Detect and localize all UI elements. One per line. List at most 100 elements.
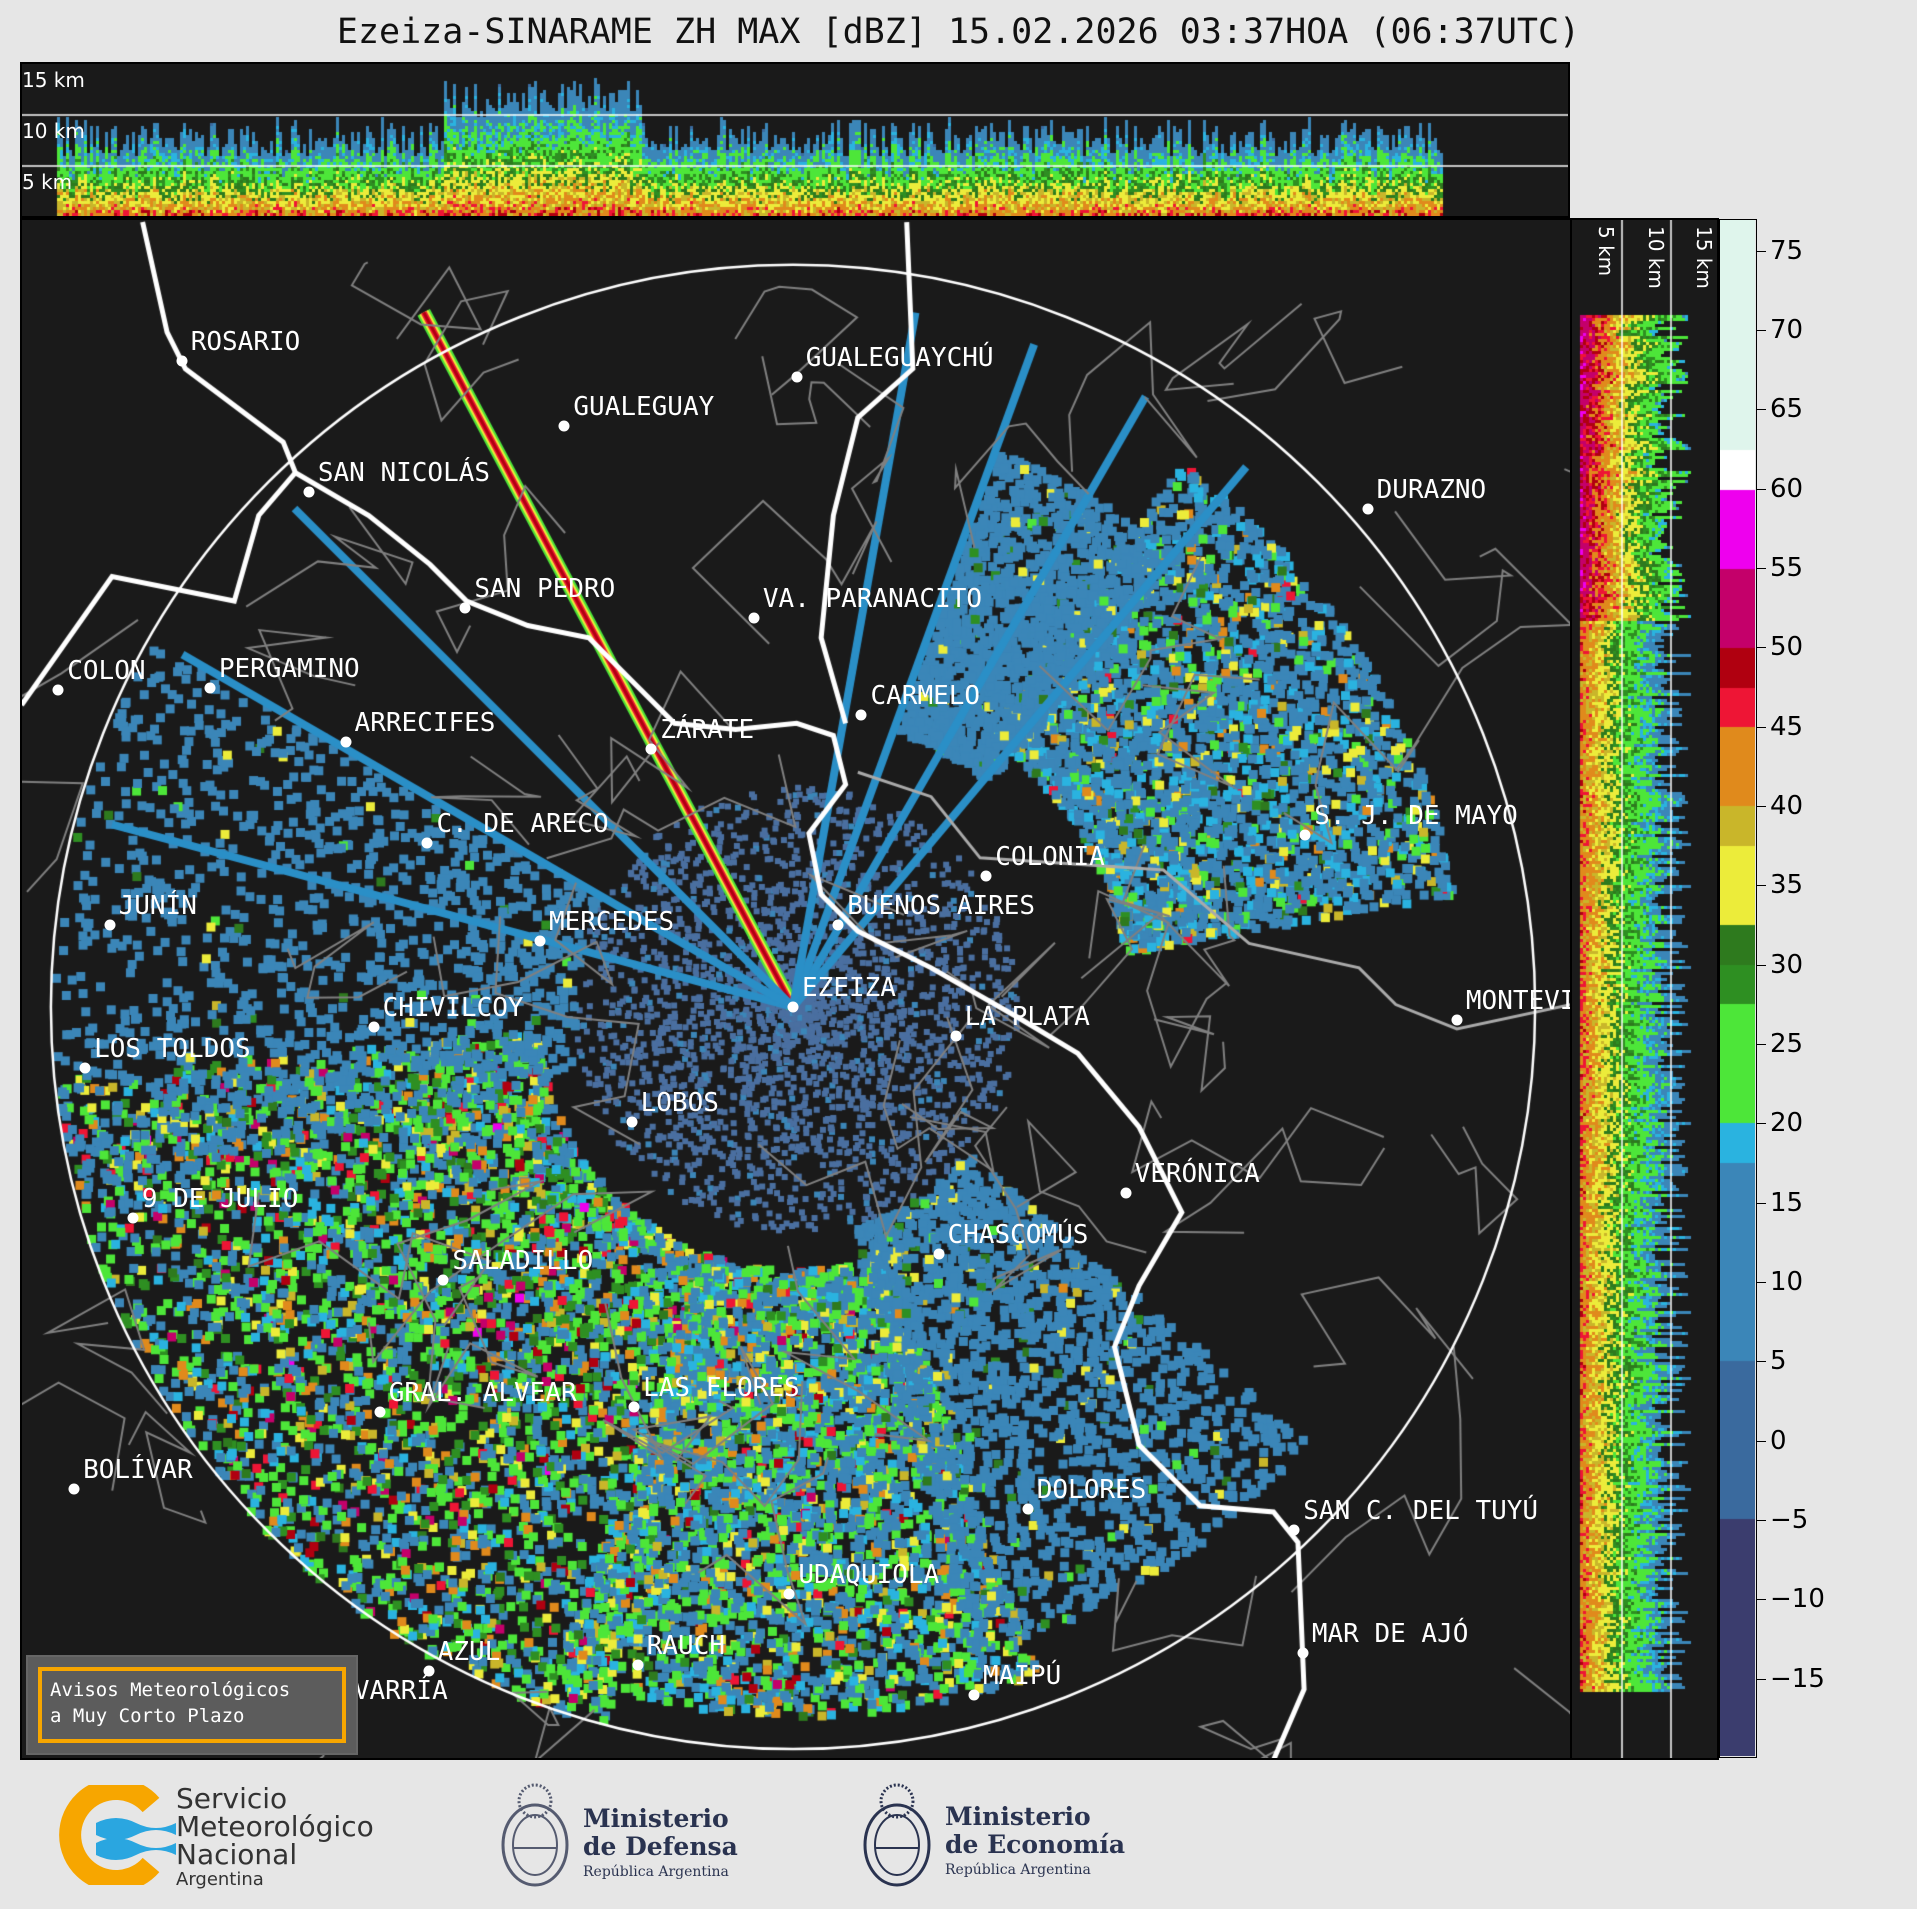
radar-reflectivity-map[interactable]: [22, 220, 1570, 1758]
height-label-5km: 5 km: [1594, 226, 1618, 277]
right-cross-section-panel: 5 km 10 km 15 km: [1570, 218, 1719, 1760]
city-label: LOBOS: [640, 1087, 719, 1118]
coat-of-arms-icon: [863, 1783, 931, 1887]
city-label: CHASCOMÚS: [947, 1219, 1089, 1250]
colorbar-tick: [1757, 1361, 1766, 1363]
colorbar-gradient: [1720, 220, 1755, 1756]
city-label: SAN PEDRO: [474, 574, 616, 605]
city-marker: [374, 1406, 386, 1418]
colorbar-tick-label: 20: [1770, 1108, 1804, 1139]
city-marker: [368, 1021, 380, 1033]
city-marker: [423, 1665, 435, 1677]
city-label: DURAZNO: [1376, 475, 1487, 506]
smn-text-3: Nacional: [176, 1838, 298, 1871]
city-marker: [1299, 829, 1311, 841]
colorbar-tick: [1757, 647, 1766, 649]
city-marker: [558, 420, 570, 432]
smn-text-1: Servicio: [176, 1782, 288, 1815]
city-label: LOS TOLDOS: [94, 1034, 251, 1065]
city-marker: [980, 870, 992, 882]
colorbar-tick-label: 55: [1770, 553, 1804, 584]
city-label: SALADILLO: [452, 1245, 594, 1276]
colorbar-tick: [1757, 1123, 1766, 1125]
city-label: MONTEVIDEO: [1465, 986, 1570, 1017]
city-label: ARRECIFES: [354, 707, 496, 738]
colorbar-tick-label: −5: [1770, 1505, 1809, 1535]
city-label: LAS FLORES: [643, 1372, 800, 1403]
city-label: SAN NICOLÁS: [317, 458, 491, 489]
colorbar-tick-label: −10: [1770, 1584, 1825, 1615]
colorbar-tick-label: 5: [1770, 1346, 1787, 1377]
colorbar-tick: [1757, 726, 1766, 728]
ministerio-economia-logo: Ministerio de Economía República Argenti…: [857, 1773, 1137, 1903]
city-label: S. J. DE MAYO: [1314, 800, 1518, 831]
city-label: CARMELO: [870, 680, 981, 711]
colorbar-tick: [1757, 885, 1766, 887]
chart-title: Ezeiza-SINARAME ZH MAX [dBZ] 15.02.2026 …: [336, 12, 1581, 52]
colorbar-tick-label: 50: [1770, 632, 1804, 663]
city-marker: [832, 919, 844, 931]
colorbar-tick: [1757, 1440, 1766, 1442]
colorbar-tick-label: 30: [1770, 949, 1804, 980]
ministerio-defensa-logo: Ministerio de Defensa República Argentin…: [495, 1773, 755, 1903]
coat-of-arms-icon: [501, 1783, 569, 1887]
city-label: GUALEGUAY: [573, 392, 715, 423]
city-label: PERGAMINO: [218, 653, 360, 684]
colorbar-tick: [1757, 409, 1766, 411]
colorbar-tick: [1757, 1202, 1766, 1204]
city-label: LA PLATA: [964, 1002, 1090, 1033]
city-label: BOLÍVAR: [83, 1454, 193, 1485]
city-label: DOLORES: [1036, 1475, 1147, 1506]
height-label-5km: 5 km: [22, 170, 73, 194]
city-label: EZEIZA: [802, 972, 896, 1003]
city-marker: [628, 1401, 640, 1413]
city-marker: [933, 1248, 944, 1260]
city-marker: [1120, 1187, 1132, 1199]
colorbar-tick-label: 65: [1770, 394, 1804, 425]
colorbar-tick: [1757, 1044, 1766, 1046]
city-marker: [791, 371, 803, 383]
city-label: UDAQUIOLA: [798, 1559, 940, 1590]
city-marker: [127, 1212, 139, 1224]
city-label: VA. PARANACITO: [762, 584, 983, 615]
colorbar-tick-label: −15: [1770, 1663, 1825, 1694]
economia-text-3: República Argentina: [945, 1862, 1091, 1878]
city-marker: [645, 743, 657, 755]
city-label: VERÓNICA: [1134, 1158, 1260, 1189]
city-marker: [1288, 1524, 1300, 1536]
height-label-10km: 10 km: [1644, 226, 1668, 289]
colorbar-tick-label: 75: [1770, 235, 1804, 266]
colorbar-tick-label: 15: [1770, 1187, 1804, 1218]
city-marker: [340, 736, 352, 748]
colorbar-tick: [1757, 330, 1766, 332]
city-marker: [204, 682, 216, 694]
colorbar-tick: [1757, 1520, 1766, 1521]
notice-line-2: a Muy Corto Plazo: [50, 1705, 245, 1727]
height-label-10km: 10 km: [22, 119, 85, 143]
top-cross-section-panel: 15 km 10 km 5 km: [20, 62, 1570, 218]
colorbar: [1719, 219, 1757, 1758]
city-marker: [421, 837, 433, 849]
city-label: ROSARIO: [190, 327, 301, 358]
notice-button[interactable]: Avisos Meteorológicos a Muy Corto Plazo: [26, 1655, 358, 1755]
city-label: MERCEDES: [548, 906, 675, 937]
colorbar-tick: [1757, 806, 1766, 808]
city-label: 9 DE JULIO: [141, 1184, 299, 1215]
city-marker: [626, 1116, 638, 1128]
colorbar-tick: [1757, 1282, 1766, 1284]
colorbar-tick-label: 40: [1770, 791, 1804, 822]
city-marker: [783, 1588, 795, 1600]
economia-text-1: Ministerio: [945, 1802, 1091, 1831]
colorbar-tick: [1757, 1599, 1766, 1601]
city-label: GUALEGUAYCHÚ: [805, 343, 994, 374]
defensa-text-3: República Argentina: [583, 1864, 729, 1880]
colorbar-tick-label: 25: [1770, 1029, 1804, 1060]
colorbar-tick-label: 35: [1770, 870, 1804, 901]
colorbar-tick-label: 10: [1770, 1267, 1804, 1298]
colorbar-tick: [1757, 568, 1766, 570]
city-marker: [748, 612, 760, 624]
city-marker: [437, 1274, 449, 1286]
notice-frame[interactable]: Avisos Meteorológicos a Muy Corto Plazo: [38, 1667, 346, 1743]
smn-logo: Servicio Meteorológico Nacional Argentin…: [56, 1785, 396, 1895]
city-marker: [1362, 503, 1374, 515]
